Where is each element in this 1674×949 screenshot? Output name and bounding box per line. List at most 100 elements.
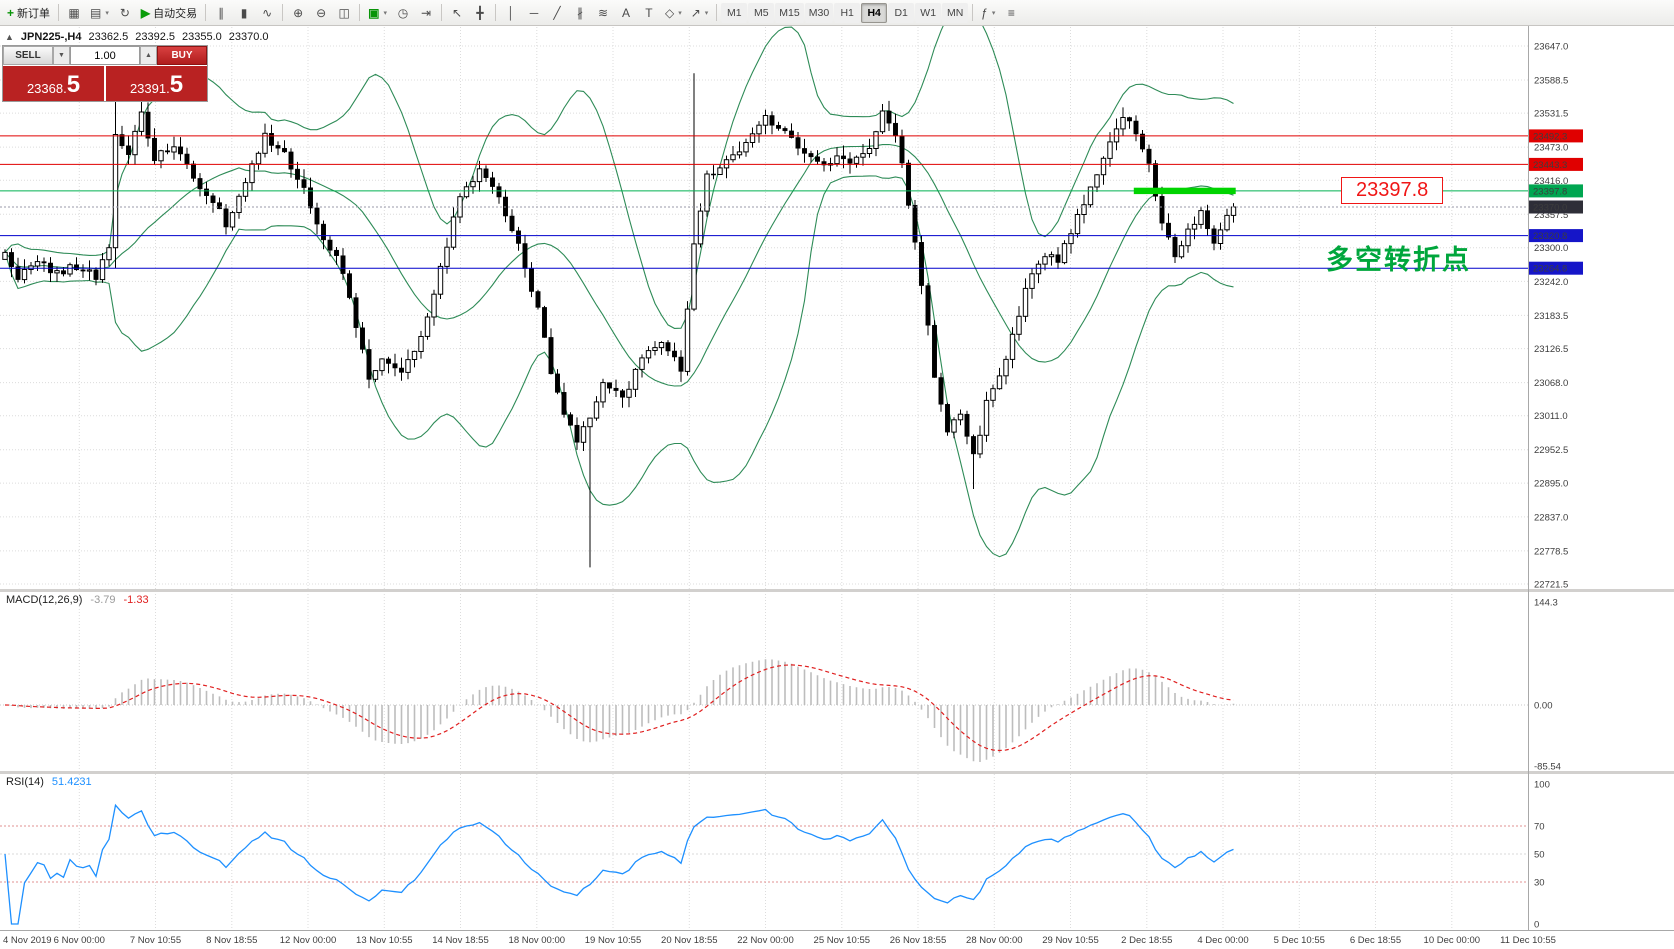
rsi-title: RSI(14) [6, 776, 44, 788]
buy-price-button[interactable]: 23391. 5 [106, 66, 207, 101]
macd-title: MACD(12,26,9) [6, 594, 83, 606]
svg-text:23370.0: 23370.0 [1533, 203, 1567, 214]
bar-chart-button[interactable]: ∥ [210, 2, 232, 23]
new-chart-button[interactable]: ▣ ▾ [364, 2, 391, 23]
timeframe-h4-button[interactable]: H4 [861, 2, 888, 23]
svg-text:0.00: 0.00 [1534, 701, 1553, 712]
collapse-panel-icon[interactable]: ▲ [5, 32, 14, 42]
volume-down-button[interactable]: ▼ [53, 46, 70, 65]
fibonacci-button[interactable]: ≋ [592, 2, 614, 23]
svg-text:23647.0: 23647.0 [1534, 42, 1568, 53]
high-value: 23392.5 [135, 31, 175, 43]
svg-text:23126.5: 23126.5 [1534, 344, 1568, 355]
dropdown-caret-icon: ▾ [704, 9, 709, 17]
vertical-line-button[interactable]: │ [500, 2, 522, 23]
svg-text:6 Nov 00:00: 6 Nov 00:00 [54, 935, 105, 946]
label-icon: T [645, 5, 653, 20]
open-value: 23362.5 [88, 31, 129, 43]
crosshair-button[interactable]: ╋ [469, 2, 491, 23]
autotrading-button[interactable]: ▶ 自动交易 [137, 2, 201, 23]
svg-text:23068.0: 23068.0 [1534, 378, 1568, 389]
toolbar-options-icon: ≡ [1007, 5, 1015, 20]
sell-price-button[interactable]: 23368. 5 [3, 66, 104, 101]
svg-text:14 Nov 18:55: 14 Nov 18:55 [432, 935, 489, 946]
open-charts-icon: ▦ [68, 5, 80, 20]
channel-button[interactable]: ∦ [569, 2, 591, 23]
macd-axis[interactable]: 144.3 0.00 -85.54 [1534, 598, 1561, 773]
timeframe-w1-button[interactable]: W1 [915, 2, 942, 23]
cursor-button[interactable]: ↖ [446, 2, 468, 23]
new-order-button[interactable]: + 新订单 [3, 2, 54, 23]
indicators-button[interactable]: ƒ ▾ [977, 2, 999, 23]
close-value: 23370.0 [228, 31, 269, 43]
arrows-button[interactable]: ↗ ▾ [687, 2, 713, 23]
tile-windows-button[interactable]: ◫ [333, 2, 355, 23]
timeframe-m5-button[interactable]: M5 [748, 2, 775, 23]
volume-input[interactable] [70, 46, 140, 65]
price-chart[interactable]: 23647.0 23588.5 23531.5 23473.0 23416.0 23357… [0, 26, 1674, 949]
main-toolbar: + 新订单 ▦ ▤ ▾ ↻ ▶ 自动交易 ∥ ▮ ∿ ⊕ ⊖ ◫ ▣ ▾ ◷ ⇥ ↖ ╋ │ ─ ╱ ∦ ≋ A T ◇ ▾ ↗ ▾ M1 M5… [0, 0, 1674, 26]
chart-ohlc-info: ▲ JPN225-,H4 23362.5 23392.5 23355.0 233… [5, 31, 269, 43]
svg-text:22895.0: 22895.0 [1534, 479, 1568, 490]
trendline-button[interactable]: ╱ [546, 2, 568, 23]
new-order-button-label: 新订单 [17, 7, 51, 20]
svg-text:20 Nov 18:55: 20 Nov 18:55 [661, 935, 718, 946]
time-axis[interactable]: 4 Nov 2019 6 Nov 00:00 7 Nov 10:55 8 Nov 18… [3, 935, 1556, 946]
svg-text:22778.5: 22778.5 [1534, 546, 1568, 557]
zoom-in-button[interactable]: ⊕ [287, 2, 309, 23]
highlight-level-bar[interactable] [1133, 187, 1236, 195]
horizontal-level-lines[interactable] [0, 135, 1528, 269]
rsi-indicator-label: RSI(14) 51.4231 [6, 776, 92, 788]
line-chart-icon: ∿ [262, 5, 273, 20]
svg-text:23264.8: 23264.8 [1533, 264, 1567, 275]
shapes-button[interactable]: ◇ ▾ [661, 2, 686, 23]
toolbar-separator [972, 4, 974, 21]
zoom-out-button[interactable]: ⊖ [310, 2, 332, 23]
toolbar-options-button[interactable]: ≡ [1000, 2, 1022, 23]
toolbar-separator [440, 4, 442, 21]
toolbar-separator [716, 4, 718, 21]
horizontal-line-button[interactable]: ─ [523, 2, 545, 23]
svg-text:5 Dec 10:55: 5 Dec 10:55 [1274, 935, 1325, 946]
profiles-button[interactable]: ▤ ▾ [86, 2, 113, 23]
zoom-in-icon: ⊕ [293, 5, 304, 20]
tile-windows-icon: ◫ [338, 5, 350, 20]
price-level-label[interactable]: 23397.8 [1341, 177, 1444, 204]
low-value: 23355.0 [182, 31, 222, 43]
label-button[interactable]: T [638, 2, 660, 23]
timeframe-m1-button[interactable]: M1 [721, 2, 748, 23]
buy-button[interactable]: BUY [157, 46, 207, 65]
svg-text:22 Nov 00:00: 22 Nov 00:00 [737, 935, 794, 946]
timeframe-m30-button[interactable]: M30 [804, 2, 834, 23]
text-button[interactable]: A [615, 2, 637, 23]
arrows-icon: ↗ [690, 5, 701, 20]
dropdown-caret-icon: ▾ [678, 9, 682, 17]
svg-text:23242.0: 23242.0 [1534, 277, 1568, 288]
rsi-axis[interactable]: 100 70 50 30 0 [1534, 780, 1550, 931]
svg-text:11 Dec 10:55: 11 Dec 10:55 [1500, 935, 1556, 946]
timeframe-d1-button[interactable]: D1 [888, 2, 915, 23]
panel-divider[interactable] [0, 589, 1674, 592]
price-axis[interactable]: 23647.0 23588.5 23531.5 23473.0 23416.0 23357… [1529, 42, 1583, 591]
svg-text:6 Dec 18:55: 6 Dec 18:55 [1350, 935, 1401, 946]
line-chart-button[interactable]: ∿ [256, 2, 278, 23]
svg-text:4 Dec 00:00: 4 Dec 00:00 [1197, 935, 1248, 946]
text-icon: A [621, 5, 630, 20]
timeframe-h1-button[interactable]: H1 [834, 2, 861, 23]
refresh-icon: ↻ [119, 5, 130, 20]
timeframe-mn-button[interactable]: MN [942, 2, 969, 23]
refresh-button[interactable]: ↻ [114, 2, 136, 23]
one-click-trading-panel: SELL ▼ ▲ BUY 23368. 5 23391. 5 [2, 45, 208, 102]
auto-scroll-button[interactable]: ◷ [392, 2, 414, 23]
svg-text:144.3: 144.3 [1534, 598, 1558, 609]
candle-chart-button[interactable]: ▮ [233, 2, 255, 23]
volume-up-button[interactable]: ▲ [140, 46, 157, 65]
timeframe-m15-button[interactable]: M15 [775, 2, 804, 23]
panel-divider[interactable] [0, 771, 1674, 774]
open-charts-button[interactable]: ▦ [63, 2, 85, 23]
sell-button[interactable]: SELL [3, 46, 53, 65]
macd-signal-value: -1.33 [123, 594, 149, 606]
toolbar-separator [58, 4, 60, 21]
chart-shift-button[interactable]: ⇥ [415, 2, 437, 23]
